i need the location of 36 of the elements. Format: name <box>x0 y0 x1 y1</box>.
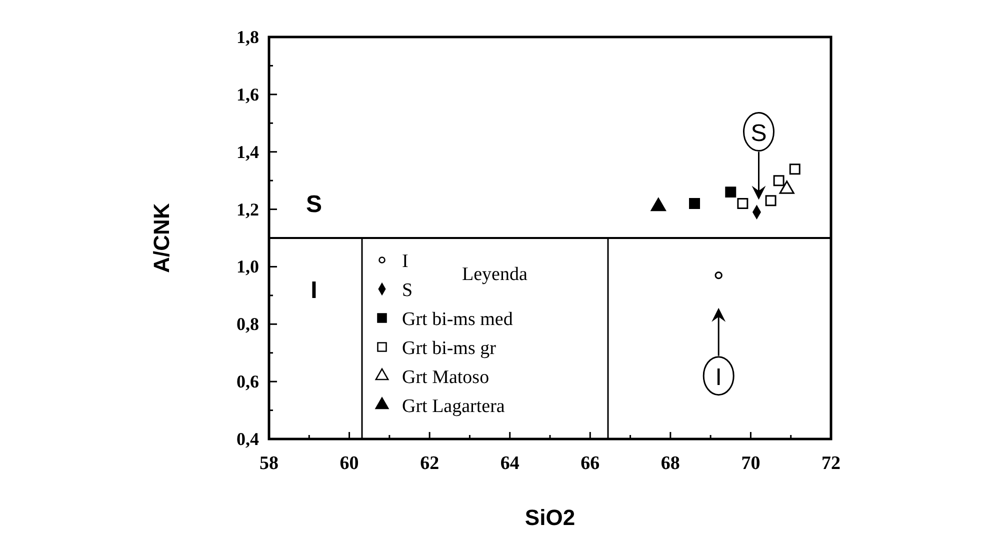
y-tick-label: 0,6 <box>236 372 259 392</box>
legend-title: Leyenda <box>462 264 528 285</box>
y-tick-label: 1,0 <box>236 256 259 277</box>
y-axis-title: A/CNK <box>149 203 174 273</box>
x-tick-label: 60 <box>340 453 359 474</box>
point <box>765 195 776 206</box>
point <box>773 175 784 186</box>
x-tick-label: 64 <box>500 453 520 474</box>
y-tick-label: 1,6 <box>236 84 259 104</box>
point <box>789 164 800 175</box>
legend-label: Grt bi-ms med <box>402 309 514 330</box>
x-tick-label: 62 <box>420 453 440 474</box>
x-tick-label: 66 <box>580 453 600 474</box>
annotation: S <box>750 120 767 147</box>
y-tick-label: 1,8 <box>236 27 259 47</box>
x-tick-label: 68 <box>660 453 680 474</box>
point <box>689 198 700 210</box>
y-tick-label: 1,4 <box>236 142 259 162</box>
x-tick-label: 72 <box>822 453 840 474</box>
x-tick-label: 58 <box>260 453 278 474</box>
annotation: S <box>306 191 322 218</box>
x-axis-title: SiO2 <box>524 505 576 530</box>
y-tick-label: 1,2 <box>236 199 259 220</box>
y-tick-label: 0,8 <box>236 314 259 334</box>
legend-label: Grt Matoso <box>402 367 490 388</box>
legend-label: Grt bi-ms gr <box>402 338 497 359</box>
annotation: I <box>715 364 722 391</box>
point <box>714 271 722 280</box>
x-tick-label: 70 <box>741 453 760 474</box>
legend-label: I <box>402 251 408 272</box>
legend-label: Grt Lagartera <box>402 396 506 417</box>
y-tick-label: 0,4 <box>236 429 259 449</box>
point <box>725 186 736 198</box>
point <box>737 198 748 210</box>
legend-label: S <box>402 280 413 301</box>
annotation: I <box>310 277 318 304</box>
